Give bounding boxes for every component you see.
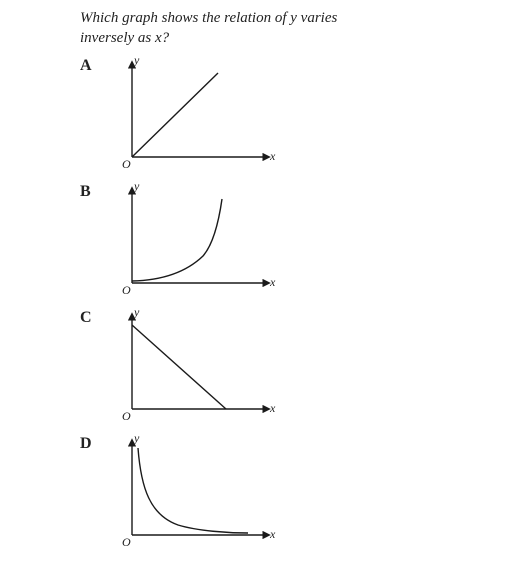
- y-label-b: y: [134, 179, 139, 194]
- o-label-b: O: [122, 283, 131, 298]
- x-label-c: x: [270, 401, 275, 416]
- y-label-a: y: [134, 53, 139, 68]
- y-label-c: y: [134, 305, 139, 320]
- graph-c: y x O: [108, 307, 288, 429]
- option-letter-b: B: [80, 183, 108, 201]
- question-text: Which graph shows the relation of y vari…: [80, 8, 482, 49]
- option-letter-a: A: [80, 57, 108, 75]
- graph-svg-b: [108, 181, 288, 303]
- graph-svg-a: [108, 55, 288, 177]
- graph-d: y x O: [108, 433, 288, 555]
- y-label-d: y: [134, 431, 139, 446]
- graph-a: y x O: [108, 55, 288, 177]
- option-b: B y x O: [80, 181, 482, 303]
- graph-b: y x O: [108, 181, 288, 303]
- option-letter-d: D: [80, 435, 108, 453]
- o-label-a: O: [122, 157, 131, 172]
- option-d: D y x O: [80, 433, 482, 555]
- x-label-a: x: [270, 149, 275, 164]
- o-label-c: O: [122, 409, 131, 424]
- x-label-d: x: [270, 527, 275, 542]
- option-letter-c: C: [80, 309, 108, 327]
- graph-svg-c: [108, 307, 288, 429]
- x-label-b: x: [270, 275, 275, 290]
- o-label-d: O: [122, 535, 131, 550]
- question-line2: inversely as x?: [80, 30, 169, 46]
- question-line1: Which graph shows the relation of y vari…: [80, 10, 337, 26]
- option-c: C y x O: [80, 307, 482, 429]
- graph-svg-d: [108, 433, 288, 555]
- option-a: A y x O: [80, 55, 482, 177]
